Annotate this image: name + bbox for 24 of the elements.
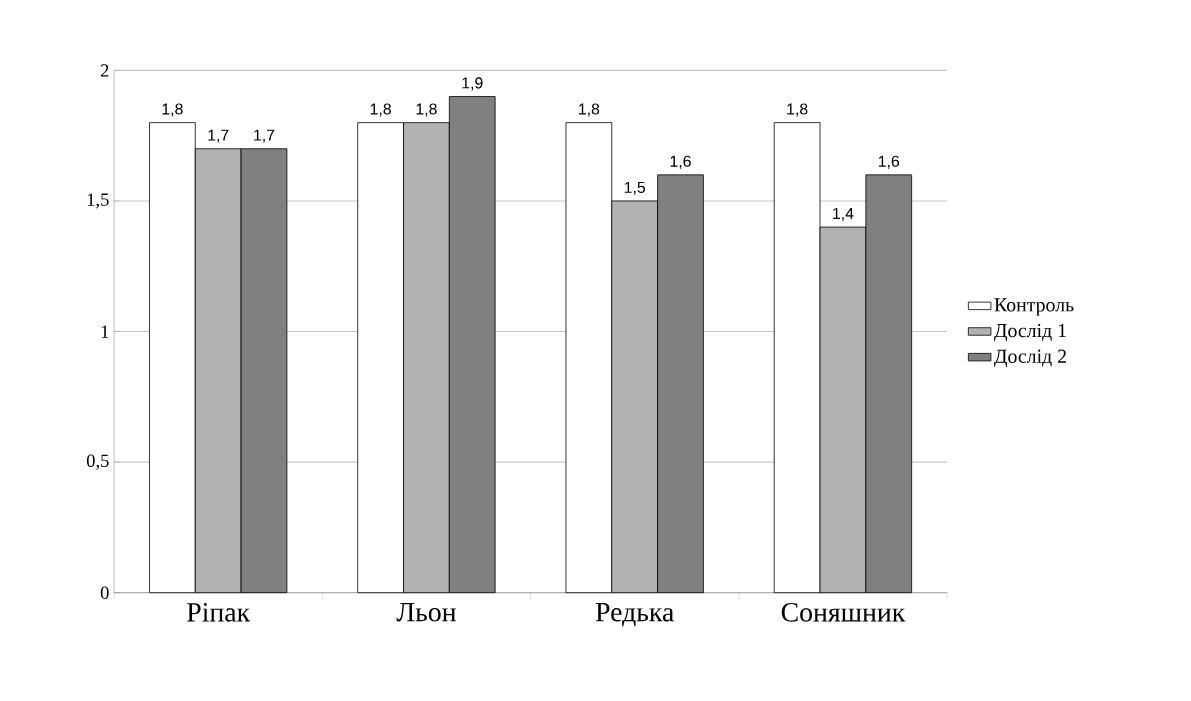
y-tick-label: 0 [100,586,109,599]
y-tick-label: 1 [101,325,109,338]
data-label: 1,8 [579,103,600,117]
legend-label: Дослід 2 [994,349,1066,367]
x-tick-label: Соняшник [781,602,906,622]
data-label: 1,8 [370,103,391,117]
legend-label: Дослід 1 [994,323,1066,342]
legend-label: Контроль [994,298,1074,316]
x-tick-label: Редька [595,602,674,627]
data-label: 1,5 [624,181,646,195]
data-label: 1,8 [787,103,808,117]
x-tick-label: Льон [396,602,456,622]
data-label: 1,4 [833,207,854,221]
y-tick-label: 0,5 [86,454,109,470]
data-label: 1,7 [254,129,275,143]
data-label: 1,9 [462,77,483,91]
data-label: 1,6 [878,155,900,169]
x-tick-label: Ріпак [187,602,251,622]
y-tick-label: 2 [100,64,109,77]
data-label: 1,6 [670,155,691,169]
y-tick-label: 1,5 [87,193,109,209]
data-label: 1,8 [162,103,183,117]
data-label: 1,7 [208,129,229,143]
data-label: 1,8 [416,103,437,117]
